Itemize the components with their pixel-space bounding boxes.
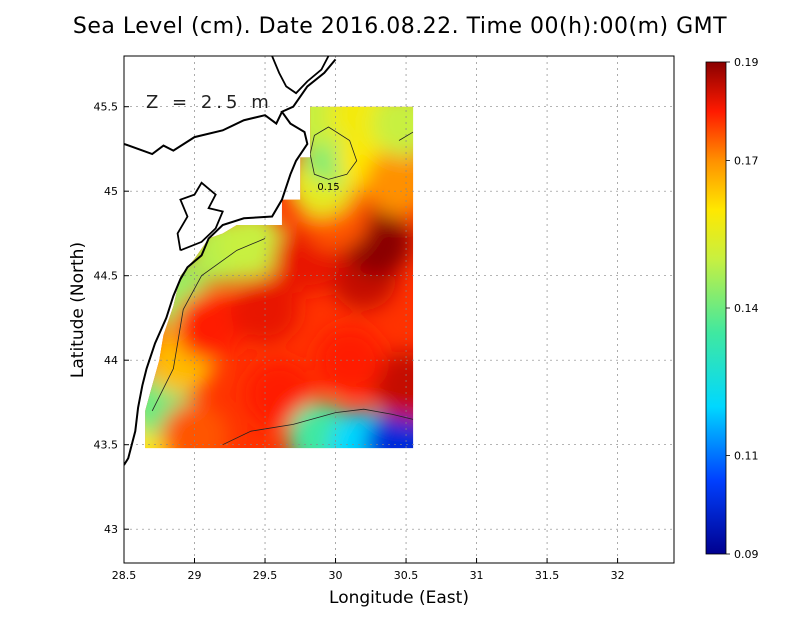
- x-tick-label: 29.5: [253, 569, 278, 582]
- x-tick-label: 29: [188, 569, 202, 582]
- y-tick-label: 44.5: [94, 270, 119, 283]
- field-sample: [245, 360, 314, 428]
- colorbar-tick-label: 0.17: [734, 154, 759, 167]
- x-tick-label: 30: [329, 569, 343, 582]
- coastline-main: [124, 58, 337, 466]
- y-axis-label: Latitude (North): [68, 241, 88, 379]
- contour-line: [309, 126, 358, 180]
- field-sample: [365, 148, 414, 217]
- field-sample: [174, 292, 243, 361]
- contour-line: [151, 238, 266, 412]
- field-sample: [315, 326, 384, 395]
- y-tick-label: 45: [104, 185, 118, 198]
- x-tick-label: 30.5: [394, 569, 419, 582]
- x-axis-ticks: 28.5 29 29.5 30 30.5 31 31.5 32: [112, 558, 625, 582]
- field-sample: [216, 211, 285, 280]
- contour-line: [398, 131, 414, 141]
- depth-label: Z = 2.5 m: [146, 92, 273, 113]
- chart-title: Sea Level (cm). Date 2016.08.22. Time 00…: [72, 14, 728, 39]
- field-sample: [160, 402, 229, 449]
- sea-level-field: [145, 106, 414, 449]
- colorbar-tick-label: 0.09: [734, 548, 759, 561]
- x-tick-label: 32: [611, 569, 625, 582]
- y-tick-label: 45.5: [94, 101, 119, 114]
- coastline-danube: [124, 111, 283, 156]
- colorbar-tick-label: 0.14: [734, 302, 759, 315]
- colorbar-tick-label: 0.11: [734, 450, 759, 463]
- y-axis-ticks: 43 43.5 44 44.5 45 45.5: [94, 101, 129, 536]
- contour-label: 0.15: [317, 182, 339, 193]
- x-tick-label: 31: [470, 569, 484, 582]
- coastline-lagoon: [176, 181, 224, 252]
- contour-line: [222, 408, 414, 446]
- plot-frame: [123, 55, 675, 564]
- x-axis-label: Longitude (East): [329, 588, 469, 608]
- y-tick-label: 43.5: [94, 439, 119, 452]
- coastline: [124, 56, 337, 466]
- contour-lines: [151, 126, 414, 446]
- field-sample: [365, 410, 414, 449]
- grid-lines: [124, 56, 674, 563]
- field-sample: [287, 402, 356, 449]
- x-tick-label: 31.5: [535, 569, 560, 582]
- contour-labels: 0.15: [317, 182, 339, 193]
- coastline-north: [271, 56, 330, 95]
- field-sample: [372, 351, 414, 420]
- colorbar: 0.09 0.11 0.14 0.17 0.19: [705, 56, 759, 561]
- x-tick-label: 28.5: [112, 569, 137, 582]
- y-tick-label: 44: [104, 354, 118, 367]
- y-tick-label: 43: [104, 523, 118, 536]
- colorbar-tick-label: 0.19: [734, 56, 759, 69]
- colorbar-bar: [705, 61, 727, 555]
